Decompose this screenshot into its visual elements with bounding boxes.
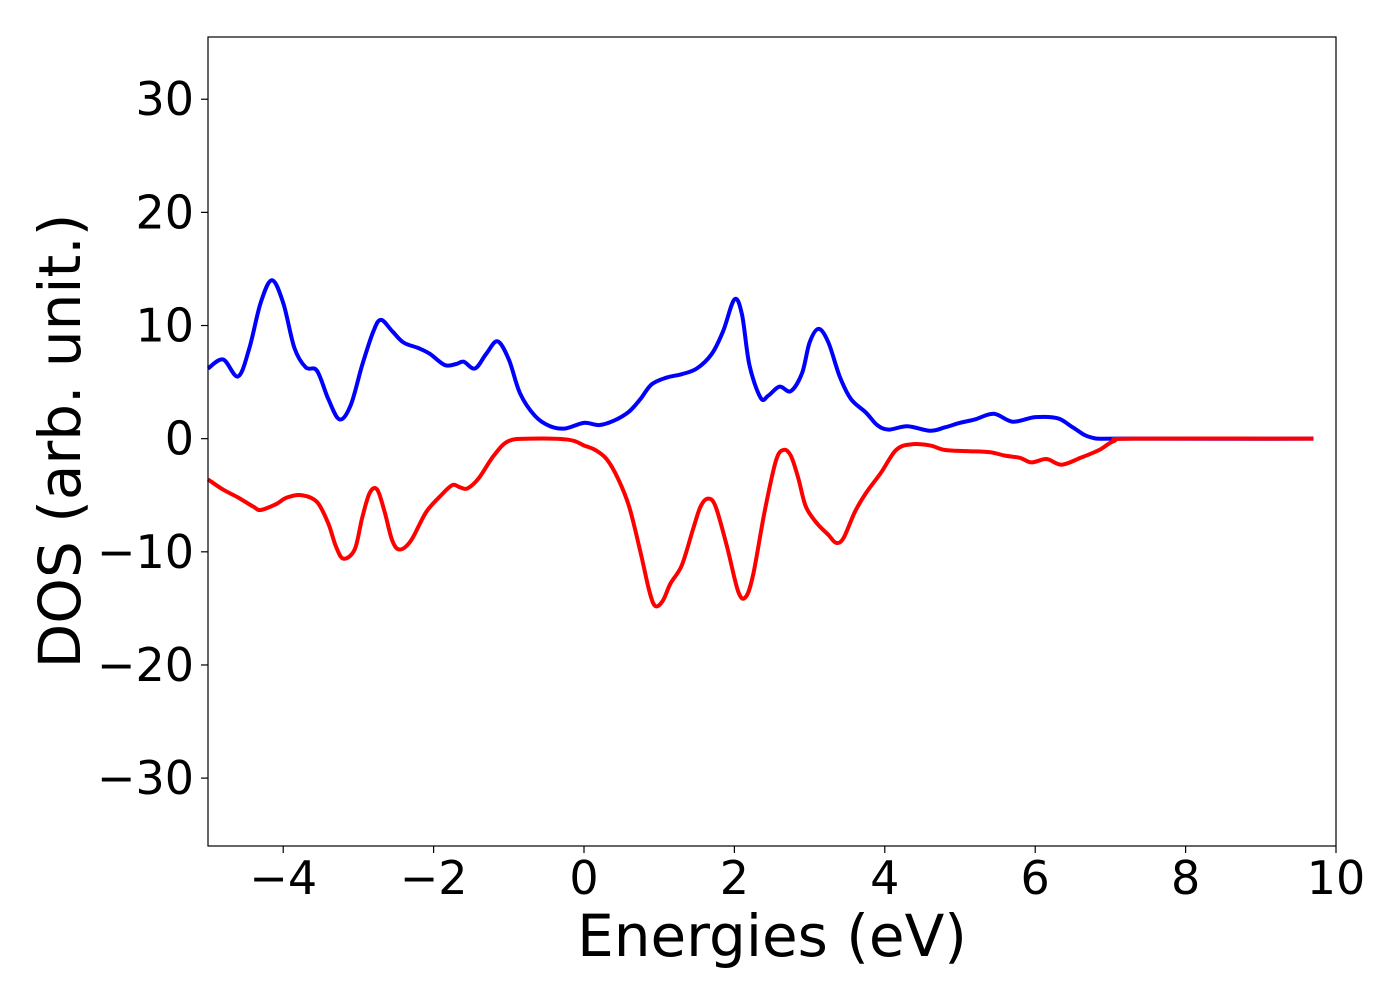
- y-tick-label: 0: [165, 412, 194, 466]
- series-line-1: [206, 436, 1314, 609]
- x-tick-label: −2: [400, 851, 468, 905]
- y-tick-label: −10: [97, 525, 194, 579]
- y-tick-label: −20: [97, 638, 194, 692]
- y-tick-label: 10: [135, 299, 194, 353]
- x-tick-label: 0: [569, 851, 598, 905]
- x-tick-label: 10: [1307, 851, 1366, 905]
- y-axis-label: DOS (arb. unit.): [26, 214, 94, 669]
- series-layer: [206, 278, 1314, 609]
- y-tick-label: 20: [135, 185, 194, 239]
- x-tick-label: 2: [720, 851, 749, 905]
- y-axis: 30 20 10 0 −10 −20 −30: [97, 72, 208, 805]
- x-tick-label: −4: [249, 851, 317, 905]
- x-axis-label: Energies (eV): [577, 902, 967, 970]
- x-tick-label: 8: [1171, 851, 1200, 905]
- series-line-0: [206, 278, 1314, 441]
- y-tick-label: −30: [97, 751, 194, 805]
- x-tick-label: 4: [870, 851, 899, 905]
- plot-frame: [207, 36, 1337, 847]
- x-tick-label: 6: [1021, 851, 1050, 905]
- plot-area: [208, 37, 1336, 846]
- y-tick-label: 30: [135, 72, 194, 126]
- x-axis: −4 −2 0 2 4 6 8 10: [249, 846, 1365, 905]
